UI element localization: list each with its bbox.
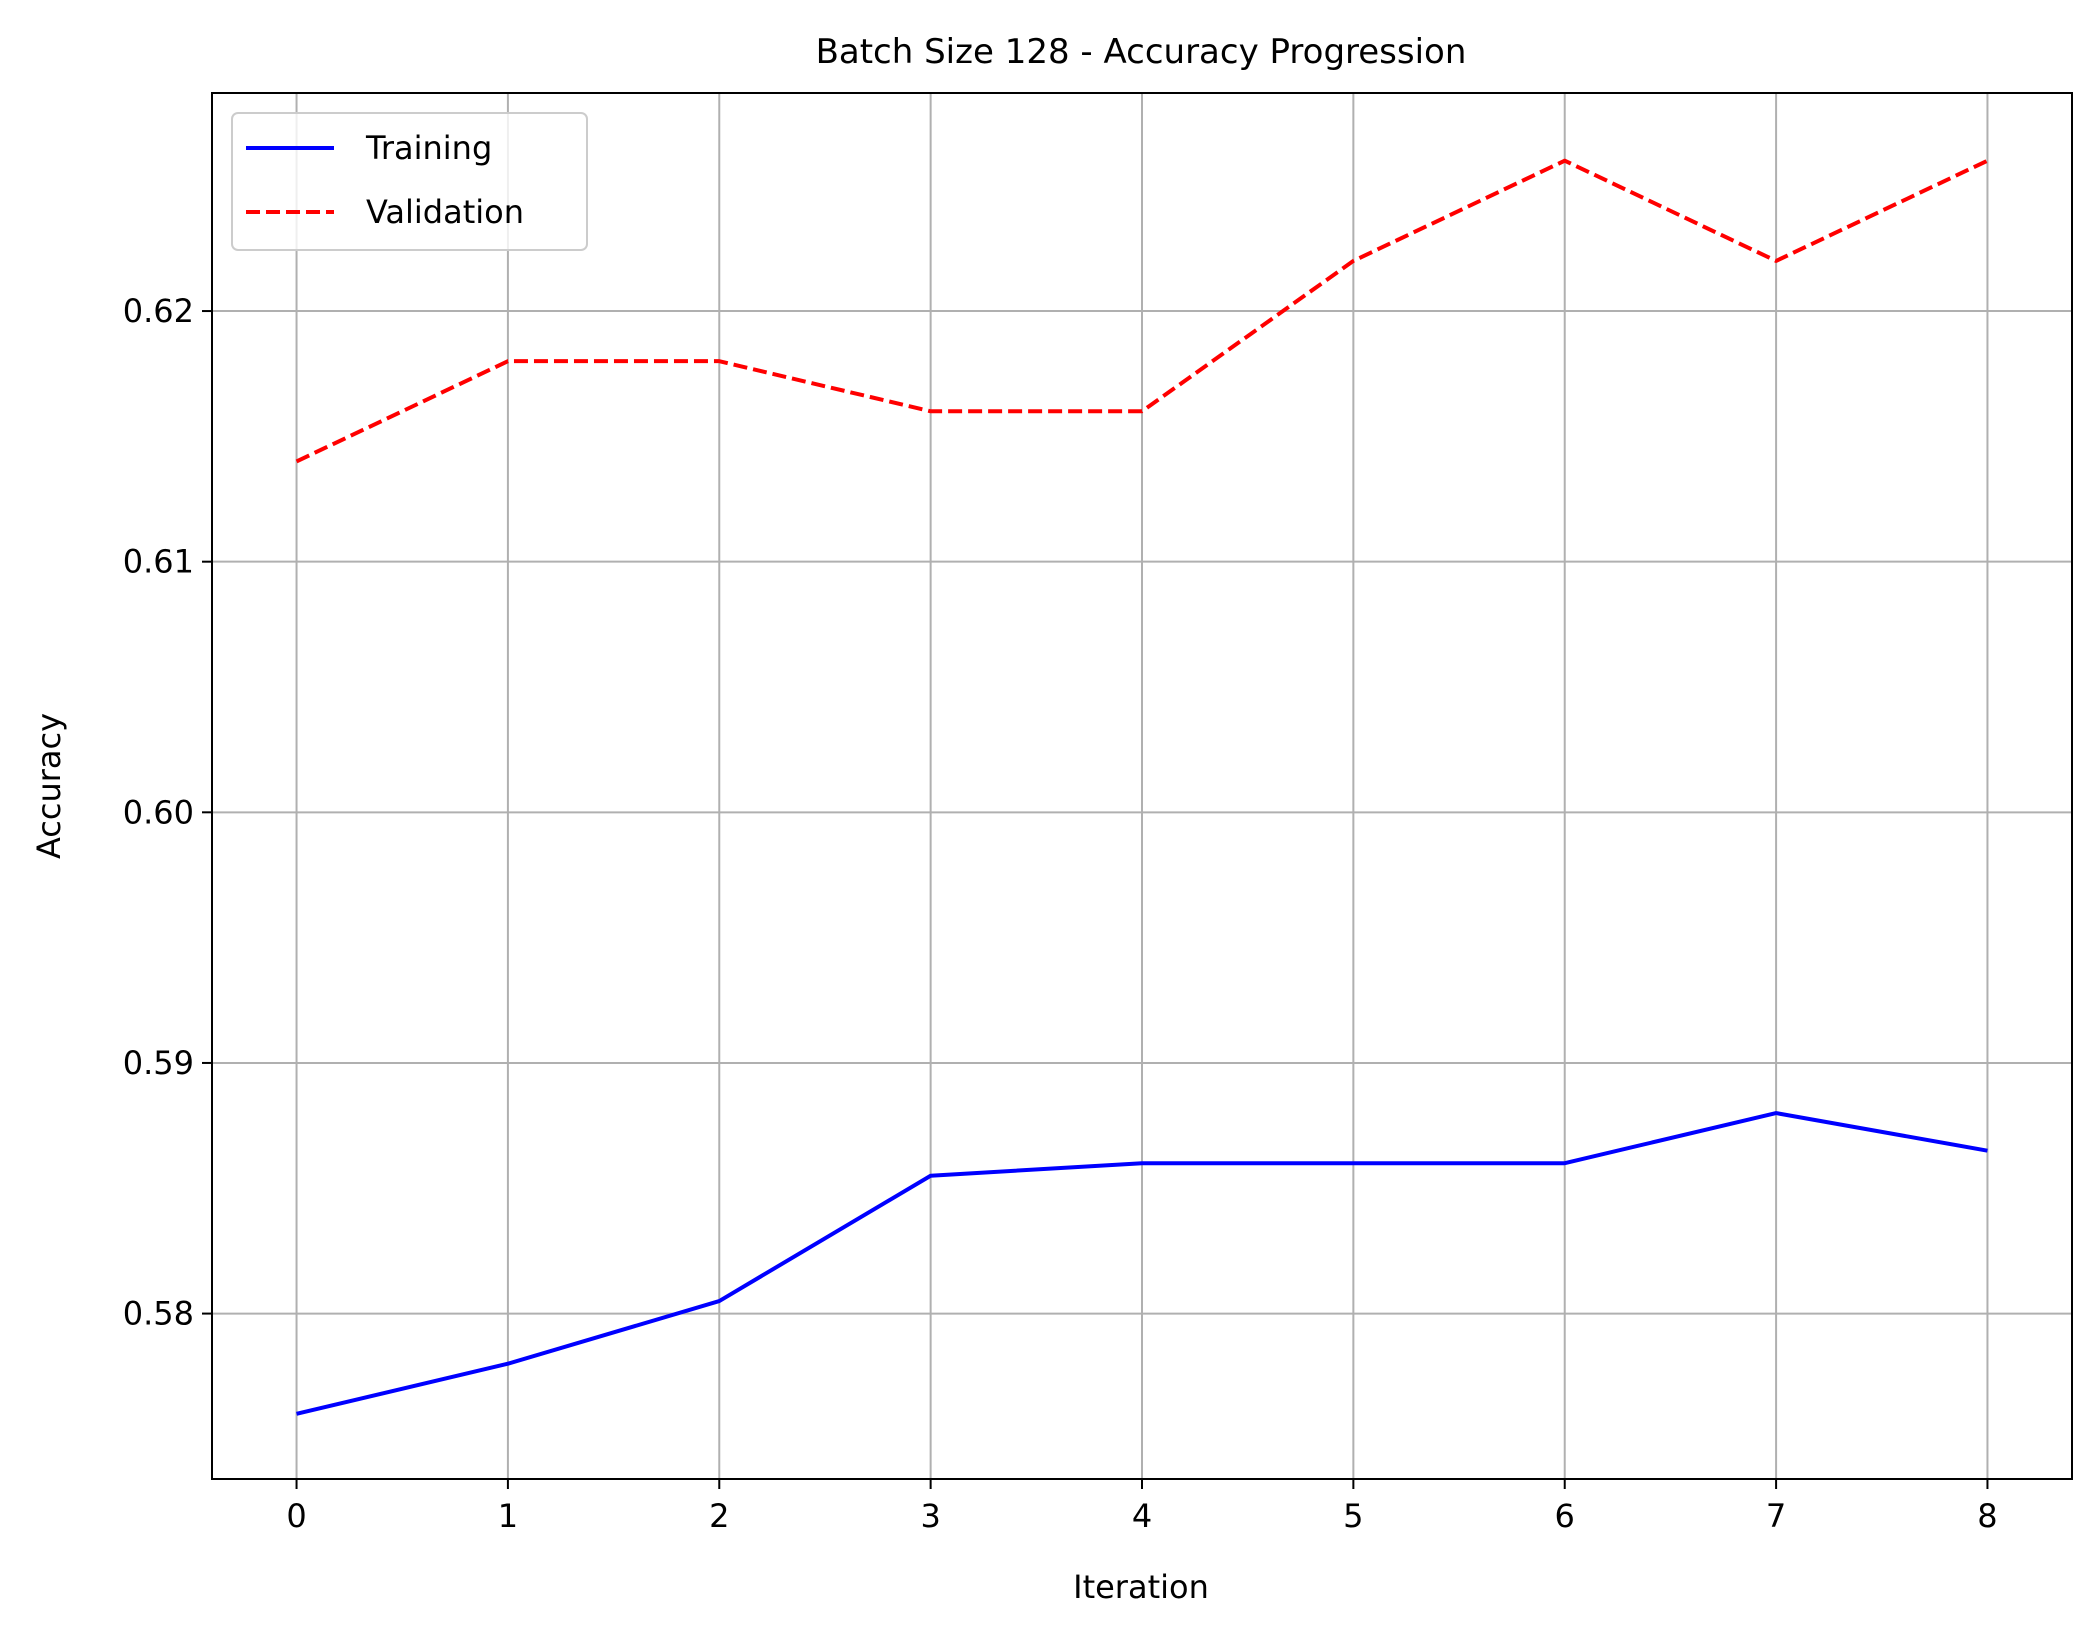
grid-lines — [212, 93, 2072, 1479]
x-tick-label: 2 — [709, 1497, 729, 1535]
y-axis: 0.58 0.59 0.60 0.61 0.62 — [123, 292, 212, 1333]
y-tick-label: 0.61 — [123, 543, 194, 581]
y-tick-label: 0.59 — [123, 1044, 194, 1082]
series-lines — [295, 158, 1989, 1416]
x-tick-label: 1 — [498, 1497, 518, 1535]
x-tick-label: 6 — [1555, 1497, 1575, 1535]
y-tick-label: 0.60 — [123, 793, 194, 831]
x-tick-label: 5 — [1343, 1497, 1363, 1535]
x-axis-label: Iteration — [1073, 1568, 1209, 1606]
x-tick-label: 0 — [286, 1497, 306, 1535]
x-axis: 0 1 2 3 4 5 6 7 8 — [286, 1479, 1998, 1535]
x-tick-label: 7 — [1766, 1497, 1786, 1535]
x-tick-label: 3 — [920, 1497, 940, 1535]
y-axis-label: Accuracy — [30, 713, 68, 859]
legend-label-training: Training — [365, 129, 492, 167]
y-tick-label: 0.58 — [123, 1295, 194, 1333]
x-tick-label: 4 — [1132, 1497, 1152, 1535]
legend-label-validation: Validation — [366, 193, 524, 231]
y-tick-label: 0.62 — [123, 292, 194, 330]
chart-title: Batch Size 128 - Accuracy Progression — [816, 32, 1467, 72]
legend: Training Validation — [231, 112, 588, 251]
x-tick-label: 8 — [1977, 1497, 1997, 1535]
